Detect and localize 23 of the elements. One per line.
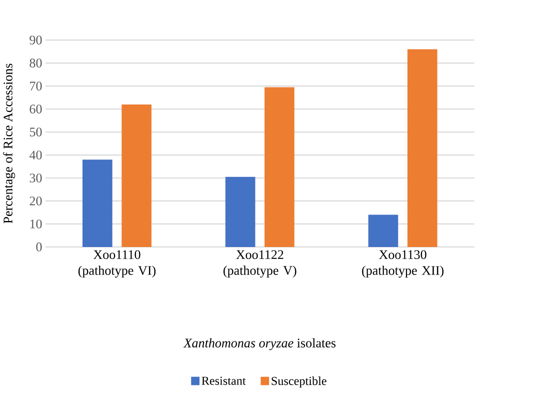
bar (225, 176, 256, 247)
bar (122, 104, 152, 247)
y-tick-label: 30 (30, 174, 42, 182)
x-tick-label: Xoo1110 (pathotype VI) (78, 250, 156, 278)
bar (368, 214, 398, 247)
x-tick-label: Xoo1122 (pathotype V) (223, 250, 296, 278)
bar (407, 49, 438, 247)
y-tick-label: 40 (29, 150, 42, 160)
y-axis-title: Percentage of Rice Accessions (3, 64, 16, 224)
y-tick-label: 90 (30, 36, 42, 44)
y-tick-label: 80 (30, 58, 42, 68)
y-tick-label: 70 (30, 82, 42, 90)
x-tick-label: Xoo1130 (pathotype XII) (362, 250, 444, 278)
bar (264, 87, 294, 247)
y-tick-label: 0 (36, 242, 42, 252)
y-tick-label: 20 (30, 196, 42, 206)
legend-label: Susceptible (272, 376, 326, 388)
y-tick-label: 60 (30, 104, 42, 114)
x-axis-title: Xanthomonas oryzae isolates (183, 338, 336, 350)
y-tick-label: 50 (30, 128, 42, 136)
y-tick-label: 10 (30, 220, 42, 228)
bar (82, 160, 112, 247)
legend-label: Resistant (202, 376, 246, 385)
